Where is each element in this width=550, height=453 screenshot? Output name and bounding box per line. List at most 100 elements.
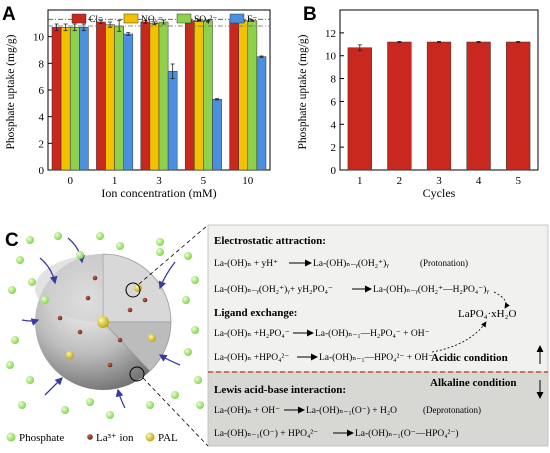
- la-ion: [127, 307, 133, 313]
- phosphate-particle: [16, 256, 24, 264]
- y-tick-label: 2: [331, 142, 337, 154]
- bar: [194, 20, 204, 171]
- phosphate-particle: [96, 232, 104, 240]
- la-ion: [117, 337, 123, 343]
- la-ion: [57, 315, 63, 321]
- legend-label: SO₄²⁻: [194, 15, 217, 25]
- bar: [387, 41, 412, 171]
- phosphate-particle: [18, 401, 26, 409]
- bar: [506, 41, 531, 171]
- phosphate-particle: [184, 252, 192, 260]
- bar: [426, 41, 452, 171]
- diffusion-arrows: [21, 237, 181, 409]
- zoom-line-upper: [138, 224, 209, 285]
- bar: [203, 20, 213, 171]
- phosphate-particle: [196, 401, 204, 409]
- pal-legend-icon: [145, 432, 155, 442]
- la-ion: [92, 275, 98, 281]
- sphere-inner-wall: [35, 254, 103, 322]
- legend-swatch: [176, 13, 192, 24]
- x-tick-label: 3: [156, 175, 162, 187]
- x-tick-label: 10: [242, 175, 254, 187]
- y-tick-label: 4: [39, 112, 45, 124]
- y-tick-label: 10: [33, 32, 45, 44]
- legend-label: Cl⁻: [89, 15, 103, 25]
- ligand-eq2-lhs: La-(OH)ₙ +HPO₄²⁻: [214, 352, 289, 363]
- phosphate-particle: [86, 398, 94, 406]
- phosphate-particle: [41, 296, 49, 304]
- y-tick-label: 6: [331, 96, 337, 108]
- x-tick-label: 0: [67, 175, 73, 187]
- bar: [69, 27, 80, 171]
- electrostatic-heading: Electrostatic attraction:: [214, 235, 326, 247]
- bar: [105, 24, 115, 171]
- product-arrow-upper: [493, 291, 510, 309]
- bar: [184, 20, 195, 171]
- panel-c: C: [5, 224, 549, 447]
- la-ion: [77, 329, 83, 335]
- la-ion: [142, 297, 148, 303]
- phosphate-particle: [182, 296, 190, 304]
- x-tick-label: 4: [476, 175, 482, 187]
- legend-swatch: [123, 13, 139, 24]
- lewis-eq2-rhs: La-(OH)ₙ₋₁(O⁻—HPO₄²⁻): [355, 428, 459, 439]
- bar: [238, 20, 249, 171]
- ligand-eq1-lhs: La-(OH)ₙ +H₂PO₄⁻: [214, 328, 290, 339]
- bar: [256, 56, 267, 171]
- bar: [167, 71, 178, 171]
- panel-a-xlabel: Ion concentration (mM): [101, 186, 216, 200]
- pal-sphere: [35, 253, 172, 390]
- electrostatic-eq1-lhs: La-(OH)ₙ + yH⁺: [214, 258, 278, 269]
- pal-legend-label: PAL: [158, 432, 178, 444]
- pal-particle: [66, 351, 74, 359]
- ligand-eq2-rhs: La-(OH)ₙ₋₁—HPO₄²⁻ + OH⁻: [319, 352, 433, 363]
- bar: [60, 27, 71, 171]
- phosphate-legend-label: Phosphate: [19, 432, 64, 444]
- zoom-circle-lower: [129, 366, 145, 382]
- bar: [123, 33, 134, 171]
- phosphate-particle: [26, 376, 34, 384]
- acidic-mechanism-box: [207, 224, 549, 373]
- bar: [96, 21, 106, 171]
- bar: [140, 21, 151, 171]
- phosphate-particle: [156, 238, 164, 246]
- panel-a-ylabel: Phosphate uptake (mg/g): [5, 34, 17, 149]
- x-tick-label: 5: [515, 175, 521, 187]
- y-tick-label: 8: [39, 58, 45, 70]
- phosphate-particle: [156, 248, 164, 256]
- phosphate-particle: [184, 348, 192, 356]
- y-tick-label: 0: [39, 165, 45, 177]
- phosphate-particle: [54, 232, 62, 240]
- phosphate-particle: [76, 251, 84, 259]
- phosphate-particle: [106, 411, 114, 419]
- bar: [149, 23, 160, 171]
- x-tick-label: 5: [201, 175, 207, 187]
- phosphate-particle: [194, 376, 202, 384]
- panel-a-y-axis: 0 2 4 6 8 10: [33, 32, 52, 177]
- phosphate-particle: [191, 276, 199, 284]
- panel-c-legend: Phosphate La³⁺ ion PAL: [6, 432, 178, 444]
- panel-b-xlabel: Cycles: [423, 186, 456, 200]
- panel-c-letter: C: [5, 230, 19, 251]
- ligand-heading: Ligand exchange:: [214, 307, 297, 319]
- lewis-eq1-rhs: La-(OH)ₙ₋₁(O⁻) + H₂O: [306, 405, 397, 416]
- phosphate-particle: [28, 278, 36, 286]
- panel-a-letter: A: [2, 4, 16, 25]
- alkaline-condition-label: Alkaline condition: [430, 377, 517, 389]
- legend-swatch: [71, 13, 87, 24]
- phosphate-particle: [11, 336, 19, 344]
- legend-swatch: [229, 13, 245, 24]
- legend-label: NO₃⁻: [141, 15, 163, 25]
- bar: [114, 25, 124, 171]
- la-ion-legend-icon: [87, 434, 93, 440]
- y-tick-label: 10: [325, 51, 337, 63]
- phosphate-particle: [171, 391, 179, 399]
- x-tick-label: 1: [112, 175, 118, 187]
- phosphate-particle: [26, 236, 34, 244]
- bar: [229, 20, 239, 171]
- bar: [466, 41, 491, 171]
- zoom-circle-upper: [125, 282, 141, 298]
- panel-b-letter: B: [303, 4, 317, 25]
